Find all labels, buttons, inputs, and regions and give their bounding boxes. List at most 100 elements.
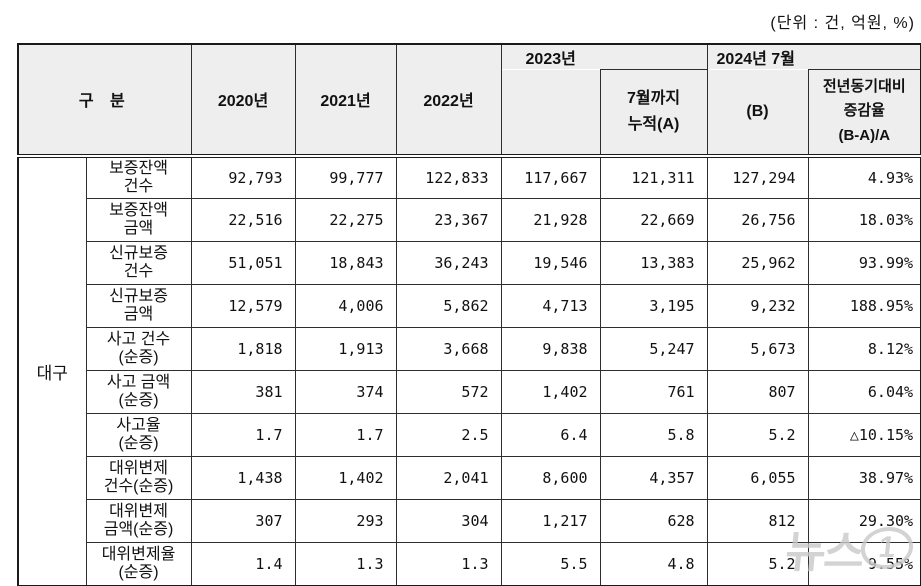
table-row: 대위변제율 (순증) 1.4 1.3 1.3 5.5 4.8 5.2 9.55% — [18, 542, 921, 586]
metric-label-cell: 대위변제율 (순증) — [85, 542, 192, 586]
value-cell: 9,838 — [500, 327, 601, 372]
value-cell: 2,041 — [395, 456, 502, 501]
header-2024: 2024년 7월 — [706, 43, 921, 70]
value-cell: 381 — [190, 370, 296, 415]
value-cell: 99,777 — [294, 154, 397, 200]
rate-cell: 8.12% — [807, 327, 921, 372]
rate-cell: 38.97% — [807, 456, 921, 501]
header-2022: 2022년 — [395, 43, 502, 156]
rate-cell: 9.55% — [807, 542, 921, 586]
value-cell: 1,402 — [500, 370, 601, 415]
rate-cell: 6.04% — [807, 370, 921, 415]
metric-label-cell: 보증잔액 건수 — [85, 154, 192, 200]
header-row-sub: 7월까지 누적(A) (B) 전년동기대비 증감율 (B-A)/A — [18, 69, 921, 156]
value-cell: 127,294 — [706, 154, 809, 200]
table-row: 사고율 (순증) 1.7 1.7 2.5 6.4 5.8 5.2 △10.15% — [18, 413, 921, 458]
table-row: 사고 금액 (순증) 381 374 572 1,402 761 807 6.0… — [18, 370, 921, 415]
value-cell: 3,195 — [599, 284, 708, 329]
value-cell: 1,818 — [190, 327, 296, 372]
value-cell: 4,006 — [294, 284, 397, 329]
value-cell: 8,600 — [500, 456, 601, 501]
value-cell: 6,055 — [706, 456, 809, 501]
value-cell: 19,546 — [500, 241, 601, 286]
value-cell: 307 — [190, 499, 296, 544]
value-cell: 117,667 — [500, 154, 601, 200]
header-2020: 2020년 — [190, 43, 296, 156]
table-row: 대구 보증잔액 건수 92,793 99,777 122,833 117,667… — [17, 154, 921, 586]
statistics-table: 구 분 2020년 2021년 2022년 2023년 2024년 7월 7월까… — [17, 43, 921, 586]
value-cell: 5.2 — [706, 413, 809, 458]
value-cell: 5.5 — [500, 542, 601, 586]
rate-cell: 18.03% — [807, 198, 921, 243]
value-cell: 374 — [294, 370, 397, 415]
value-cell: 22,275 — [294, 198, 397, 243]
metric-label-cell: 신규보증 금액 — [85, 284, 192, 329]
value-cell: 1,402 — [294, 456, 397, 501]
value-cell: 761 — [599, 370, 708, 415]
unit-note: (단위 : 건, 억원, %) — [770, 15, 915, 32]
metric-label-cell: 사고 금액 (순증) — [85, 370, 192, 415]
header-2023-full-year — [500, 69, 601, 156]
header-row-top: 구 분 2020년 2021년 2022년 2023년 2024년 7월 — [17, 43, 921, 156]
rate-cell: 29.30% — [807, 499, 921, 544]
value-cell: 304 — [395, 499, 502, 544]
value-cell: 36,243 — [395, 241, 502, 286]
value-cell: 293 — [294, 499, 397, 544]
metric-label-cell: 사고율 (순증) — [85, 413, 192, 458]
value-cell: 26,756 — [706, 198, 809, 243]
value-cell: 4,357 — [599, 456, 708, 501]
table-row: 신규보증 금액 12,579 4,006 5,862 4,713 3,195 9… — [18, 284, 921, 329]
value-cell: 9,232 — [706, 284, 809, 329]
region-cell: 대구 — [17, 154, 87, 586]
value-cell: 25,962 — [706, 241, 809, 286]
value-cell: 1,913 — [294, 327, 397, 372]
metric-label-cell: 신규보증 건수 — [85, 241, 192, 286]
value-cell: 4,713 — [500, 284, 601, 329]
value-cell: 812 — [706, 499, 809, 544]
metric-label-cell: 대위변제 건수(순증) — [85, 456, 192, 501]
value-cell: 572 — [395, 370, 502, 415]
value-cell: 1,438 — [190, 456, 296, 501]
table-body: 대구 보증잔액 건수 92,793 99,777 122,833 117,667… — [17, 154, 921, 586]
header-2021: 2021년 — [294, 43, 397, 156]
rate-cell: 4.93% — [807, 154, 921, 200]
header-2024-b: (B) — [706, 69, 809, 156]
value-cell: 1.7 — [294, 413, 397, 458]
value-cell: 13,383 — [599, 241, 708, 286]
value-cell: 5.2 — [706, 542, 809, 586]
value-cell: 23,367 — [395, 198, 502, 243]
value-cell: 5,862 — [395, 284, 502, 329]
metric-label-cell: 대위변제 금액(순증) — [85, 499, 192, 544]
header-gubun: 구 분 — [17, 43, 192, 156]
table-row: 사고 건수 (순증) 1,818 1,913 3,668 9,838 5,247… — [18, 327, 921, 372]
rate-cell: 188.95% — [807, 284, 921, 329]
value-cell: 21,928 — [500, 198, 601, 243]
value-cell: 3,668 — [395, 327, 502, 372]
value-cell: 22,516 — [190, 198, 296, 243]
value-cell: 18,843 — [294, 241, 397, 286]
table-row: 대위변제 건수(순증) 1,438 1,402 2,041 8,600 4,35… — [18, 456, 921, 501]
value-cell: 807 — [706, 370, 809, 415]
value-cell: 1.3 — [395, 542, 502, 586]
value-cell: 4.8 — [599, 542, 708, 586]
metric-label-cell: 사고 건수 (순증) — [85, 327, 192, 372]
table-row: 신규보증 건수 51,051 18,843 36,243 19,546 13,3… — [18, 241, 921, 286]
table-row: 대위변제 금액(순증) 307 293 304 1,217 628 812 29… — [18, 499, 921, 544]
value-cell: 121,311 — [599, 154, 708, 200]
value-cell: 5,247 — [599, 327, 708, 372]
value-cell: 92,793 — [190, 154, 296, 200]
header-2023-cumulative-a: 7월까지 누적(A) — [599, 69, 708, 156]
rate-cell: △10.15% — [807, 413, 921, 458]
value-cell: 22,669 — [599, 198, 708, 243]
header-2023: 2023년 — [500, 43, 708, 70]
value-cell: 51,051 — [190, 241, 296, 286]
value-cell: 628 — [599, 499, 708, 544]
rate-cell: 93.99% — [807, 241, 921, 286]
value-cell: 1,217 — [500, 499, 601, 544]
value-cell: 1.4 — [190, 542, 296, 586]
metric-label-cell: 보증잔액 금액 — [85, 198, 192, 243]
value-cell: 12,579 — [190, 284, 296, 329]
value-cell: 1.7 — [190, 413, 296, 458]
value-cell: 2.5 — [395, 413, 502, 458]
